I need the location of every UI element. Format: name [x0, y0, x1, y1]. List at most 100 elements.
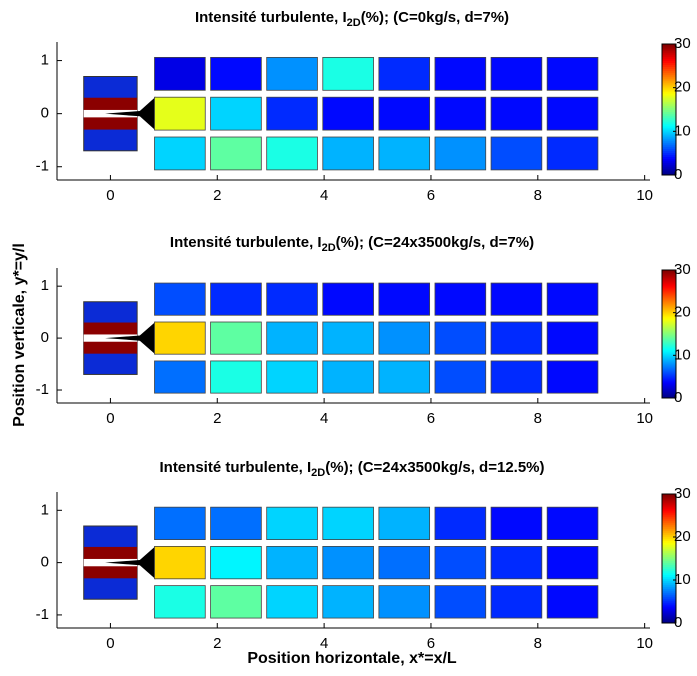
- colorbar-step: [662, 300, 676, 303]
- colorbar-step: [662, 558, 676, 562]
- colorbar-step: [662, 314, 676, 317]
- tile: [322, 506, 374, 540]
- colorbar-step: [662, 97, 676, 100]
- colorbar-step: [662, 506, 676, 509]
- colorbar-step: [662, 127, 676, 131]
- colorbar-frame: [661, 43, 677, 176]
- y-axis-label: Position verticale, y*=y/l: [11, 243, 28, 427]
- tile: [154, 585, 206, 619]
- colorbar-step: [662, 312, 676, 315]
- x-tick-label: 6: [427, 410, 435, 427]
- colorbar-step: [662, 574, 676, 578]
- tile: [266, 282, 318, 316]
- title-rest: (%); (C=24x3500kg/s, d=12.5%): [325, 459, 544, 476]
- tile: [546, 136, 599, 171]
- colorbar-step: [662, 148, 676, 151]
- colorbar-step: [662, 596, 676, 600]
- colorbar-step: [662, 570, 676, 574]
- colorbar-step: [662, 598, 676, 602]
- x-tick-label: 8: [534, 410, 542, 427]
- tile: [154, 360, 206, 394]
- jet-core: [105, 96, 156, 131]
- x-tick-label: 10: [636, 187, 653, 204]
- colorbar-step: [662, 372, 676, 375]
- colorbar-label: 30: [674, 485, 691, 502]
- colorbar-step: [662, 384, 676, 387]
- colorbar-step: [662, 520, 676, 523]
- colorbar-step: [662, 168, 676, 172]
- colorbar-step: [662, 344, 676, 347]
- colorbar-step: [662, 550, 676, 553]
- colorbar-step: [662, 326, 676, 329]
- tile: [546, 321, 599, 355]
- chart-title: Intensité turbulente, I2D(%); (C=24x3500…: [170, 234, 534, 254]
- tile: [266, 585, 318, 619]
- colorbar-step: [662, 324, 676, 327]
- colorbar-step: [662, 105, 676, 108]
- colorbar-step: [662, 610, 676, 614]
- colorbar-step: [662, 526, 676, 529]
- title-rest: (%); (C=0kg/s, d=7%): [361, 9, 509, 26]
- tile: [434, 585, 487, 619]
- x-tick-label: 0: [106, 410, 114, 427]
- colorbar-step: [662, 52, 676, 55]
- colorbar-frame: [661, 493, 677, 624]
- colorbar-step: [662, 590, 676, 594]
- colorbar-step: [662, 146, 676, 149]
- x-tick-label: 8: [534, 635, 542, 652]
- tile: [154, 282, 206, 316]
- x-tick-label: 4: [320, 187, 328, 204]
- colorbar-step: [662, 582, 676, 586]
- x-tick-label: 6: [427, 187, 435, 204]
- colorbar-step: [662, 340, 676, 343]
- title-sub: 2D: [311, 467, 325, 479]
- colorbar-step: [662, 292, 676, 295]
- colorbar-step: [662, 562, 676, 566]
- colorbar-step: [662, 306, 676, 309]
- colorbar-step: [662, 572, 676, 576]
- title-main: Intensité turbulente, I: [170, 234, 322, 251]
- tile: [490, 56, 543, 91]
- tile: [210, 96, 262, 131]
- tile: [210, 56, 262, 91]
- tile: [434, 56, 487, 91]
- tile: [434, 96, 487, 131]
- colorbar-step: [662, 578, 676, 582]
- colorbar-step: [662, 394, 676, 397]
- colorbar-step: [662, 162, 676, 166]
- colorbar-step: [662, 318, 676, 321]
- colorbar-step: [662, 76, 676, 80]
- colorbar-step: [662, 518, 676, 521]
- colorbar-step: [662, 286, 676, 289]
- colorbar-label: 20: [674, 79, 691, 96]
- colorbar-step: [662, 74, 676, 78]
- colorbar-step: [662, 95, 676, 98]
- colorbar-step: [662, 568, 676, 572]
- colorbar-step: [662, 111, 676, 115]
- colorbar-step: [662, 528, 676, 531]
- colorbar-step: [662, 336, 676, 339]
- colorbar-step: [662, 332, 676, 335]
- colorbar-step: [662, 556, 676, 559]
- colorbar-step: [662, 84, 676, 88]
- colorbar-step: [662, 602, 676, 606]
- tile: [434, 360, 487, 394]
- tile: [154, 56, 206, 91]
- colorbar-step: [662, 160, 676, 164]
- colorbar-step: [662, 115, 676, 119]
- colorbar-step: [662, 113, 676, 117]
- tile: [378, 585, 431, 619]
- x-tick-label: 2: [213, 635, 221, 652]
- tile: [322, 546, 374, 580]
- colorbar-step: [662, 354, 676, 357]
- tile: [322, 56, 374, 91]
- title-main: Intensité turbulente, I: [159, 459, 311, 476]
- colorbar-step: [662, 542, 676, 545]
- colorbar-step: [662, 530, 676, 533]
- tile: [322, 282, 374, 316]
- tile: [490, 506, 543, 540]
- tile: [266, 360, 318, 394]
- tile: [378, 282, 431, 316]
- y-tick-label: -1: [36, 606, 49, 623]
